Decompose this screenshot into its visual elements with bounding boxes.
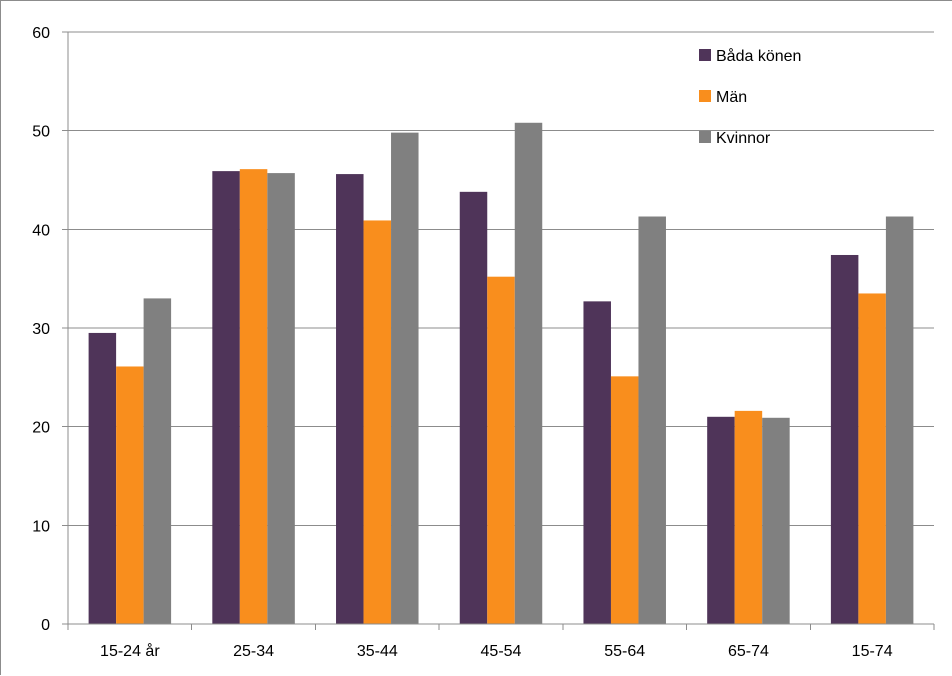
bar xyxy=(610,376,639,624)
y-tick-label: 20 xyxy=(32,420,50,437)
bar xyxy=(363,220,392,624)
bar xyxy=(391,132,419,624)
bar xyxy=(830,254,859,624)
legend-swatch xyxy=(699,90,711,102)
bar xyxy=(116,366,144,624)
x-tick-label: 15-74 xyxy=(852,643,893,660)
legend-swatch xyxy=(699,49,711,61)
bar xyxy=(638,216,666,625)
bar xyxy=(487,276,515,624)
y-tick-label: 50 xyxy=(32,124,50,141)
legend-label: Båda könen xyxy=(716,47,801,65)
bar xyxy=(734,410,763,624)
bar xyxy=(707,416,735,624)
axes xyxy=(62,31,935,630)
legend: Båda könen Män Kvinnor xyxy=(699,47,801,147)
legend-swatch xyxy=(699,131,711,143)
bar xyxy=(336,174,364,624)
y-tick-label: 0 xyxy=(41,617,50,634)
bar xyxy=(459,191,488,624)
bar xyxy=(762,417,790,624)
y-tick-label: 60 xyxy=(32,25,50,42)
y-tick-label: 10 xyxy=(32,518,50,535)
bar xyxy=(212,171,240,624)
x-tick-label: 55-64 xyxy=(604,643,645,660)
x-tick-label: 25-34 xyxy=(233,643,274,660)
bar xyxy=(239,169,268,624)
bar xyxy=(885,216,914,625)
legend-label: Kvinnor xyxy=(716,130,771,147)
x-tick-label: 65-74 xyxy=(728,643,769,660)
bar xyxy=(88,332,117,624)
y-tick-label: 30 xyxy=(32,321,50,338)
bar xyxy=(143,298,172,624)
x-tick-labels: 15-24 år 25-34 35-44 45-54 55-64 65-74 15-74 xyxy=(100,642,893,660)
y-tick-label: 40 xyxy=(32,222,50,239)
legend-label: Män xyxy=(716,89,747,106)
y-tick-labels: 0 10 20 30 40 50 60 xyxy=(32,25,50,634)
bar xyxy=(583,301,611,624)
x-tick-label: 15-24 år xyxy=(100,642,160,660)
bars xyxy=(88,122,914,625)
bar xyxy=(858,293,886,624)
x-tick-label: 45-54 xyxy=(481,643,522,660)
bar xyxy=(267,173,295,625)
x-tick-label: 35-44 xyxy=(357,643,398,660)
bar xyxy=(514,122,543,625)
